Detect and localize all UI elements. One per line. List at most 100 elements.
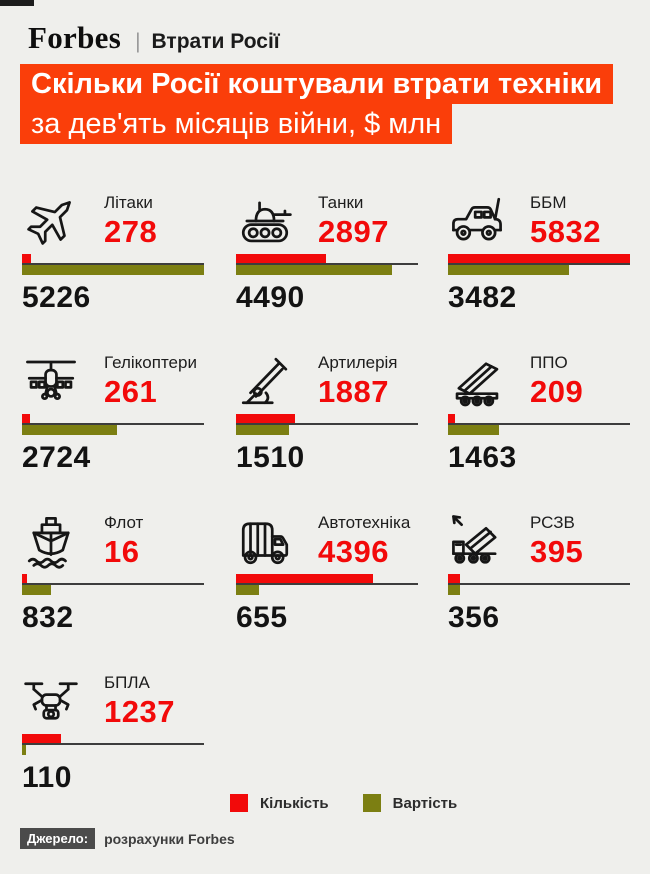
legend-label: Вартість: [392, 794, 458, 812]
air-defense-icon: [448, 352, 506, 410]
tank-icon: [236, 192, 294, 250]
item-cost: 5226: [22, 281, 91, 314]
item-head: Артилерія 1887: [236, 352, 418, 410]
item-head: Танки 2897: [236, 192, 418, 250]
chart-item-aircraft: Літаки 278 5226: [22, 192, 204, 315]
item-bars: [22, 254, 204, 275]
item-text: Артилерія 1887: [318, 352, 398, 410]
item-text: ППО 209: [530, 352, 583, 410]
item-cost: 655: [236, 601, 288, 634]
legend-label: Кількість: [260, 794, 329, 812]
chart-item-artillery: Артилерія 1887 1510: [236, 352, 418, 475]
item-label: Гелікоптери: [104, 353, 197, 372]
chart-item-uav: БПЛА 1237 110: [22, 672, 204, 795]
axis-line: [22, 743, 204, 745]
chart-item-mlrs: РСЗВ 395 356: [448, 512, 630, 635]
source-text: розрахунки Forbes: [104, 830, 235, 847]
artillery-icon: [236, 352, 294, 410]
item-quantity: 2897: [318, 214, 389, 249]
item-cost: 110: [22, 761, 72, 794]
legend-item-quantity: Кількість: [230, 794, 329, 812]
item-cost: 832: [22, 601, 74, 634]
item-label: РСЗВ: [530, 513, 575, 532]
chart-item-tanks: Танки 2897 4490: [236, 192, 418, 315]
item-quantity: 1237: [104, 694, 175, 729]
item-quantity: 16: [104, 534, 140, 569]
item-bars: [22, 734, 204, 755]
header-section-title: Втрати Росії: [151, 30, 280, 53]
item-label: Автотехніка: [318, 513, 411, 532]
cost-bar: [22, 265, 204, 275]
item-label: Флот: [104, 513, 144, 532]
quantity-swatch: [230, 794, 248, 812]
item-head: ППО 209: [448, 352, 630, 410]
chart-item-helicopters: Гелікоптери 261 2724: [22, 352, 204, 475]
legend: Кількість Вартість: [230, 794, 457, 812]
item-bars: [236, 254, 418, 275]
fighter-jet-icon: [22, 192, 80, 250]
cost-bar: [22, 745, 26, 755]
item-text: РСЗВ 395: [530, 512, 583, 570]
cost-bar: [448, 585, 461, 595]
item-label: ППО: [530, 353, 568, 372]
item-bars: [236, 414, 418, 435]
item-label: Танки: [318, 193, 364, 212]
quantity-bar: [22, 574, 28, 583]
item-quantity: 4396: [318, 534, 389, 569]
quantity-bar: [448, 414, 455, 423]
axis-line: [236, 263, 418, 265]
item-head: Літаки 278: [22, 192, 204, 250]
item-bars: [22, 574, 204, 595]
cost-bar: [22, 425, 117, 435]
truck-icon: [236, 512, 294, 570]
item-bars: [448, 414, 630, 435]
cost-bar: [236, 265, 393, 275]
axis-line: [448, 423, 630, 425]
item-label: Артилерія: [318, 353, 398, 372]
cost-bar: [448, 265, 570, 275]
item-quantity: 278: [104, 214, 158, 249]
item-text: Автотехніка 4396: [318, 512, 410, 570]
item-cost: 2724: [22, 441, 91, 474]
item-text: БПЛА 1237: [104, 672, 175, 730]
item-text: ББМ 5832: [530, 192, 601, 250]
quantity-bar: [236, 254, 327, 263]
chart-item-afv: ББМ 5832 3482: [448, 192, 630, 315]
forbes-logo: Forbes: [28, 20, 122, 55]
top-left-mark: [0, 0, 34, 6]
cost-bar: [22, 585, 51, 595]
item-head: Флот 16: [22, 512, 204, 570]
quantity-bar: [22, 414, 31, 423]
item-cost: 1463: [448, 441, 517, 474]
chart-title: Скільки Росії коштували втрати техніки: [20, 64, 614, 104]
cost-swatch: [362, 794, 381, 812]
item-label: ББМ: [530, 193, 567, 212]
chart-subtitle: за дев'ять місяців війни, $ млн: [20, 104, 453, 144]
ship-icon: [22, 512, 80, 570]
item-cost: 356: [448, 601, 500, 634]
item-text: Флот 16: [104, 512, 143, 570]
item-head: БПЛА 1237: [22, 672, 204, 730]
axis-line: [22, 423, 204, 425]
axis-line: [448, 583, 630, 585]
item-head: РСЗВ 395: [448, 512, 630, 570]
item-cost: 1510: [236, 441, 305, 474]
source-badge: Джерело:: [20, 828, 96, 849]
item-label: Літаки: [104, 193, 153, 212]
chart-item-air-defense: ППО 209 1463: [448, 352, 630, 475]
item-head: Гелікоптери 261: [22, 352, 204, 410]
axis-line: [22, 263, 204, 265]
quantity-bar: [236, 414, 295, 423]
header: Forbes | Втрати Росії: [28, 20, 280, 56]
chart-item-vehicles: Автотехніка 4396 655: [236, 512, 418, 635]
item-text: Гелікоптери 261: [104, 352, 197, 410]
title-banner: Скільки Росії коштували втрати техніки з…: [20, 64, 614, 144]
item-bars: [22, 414, 204, 435]
item-quantity: 5832: [530, 214, 601, 249]
quantity-bar: [448, 574, 461, 583]
item-bars: [236, 574, 418, 595]
quantity-bar: [22, 734, 61, 743]
drone-icon: [22, 672, 80, 730]
axis-line: [236, 423, 418, 425]
